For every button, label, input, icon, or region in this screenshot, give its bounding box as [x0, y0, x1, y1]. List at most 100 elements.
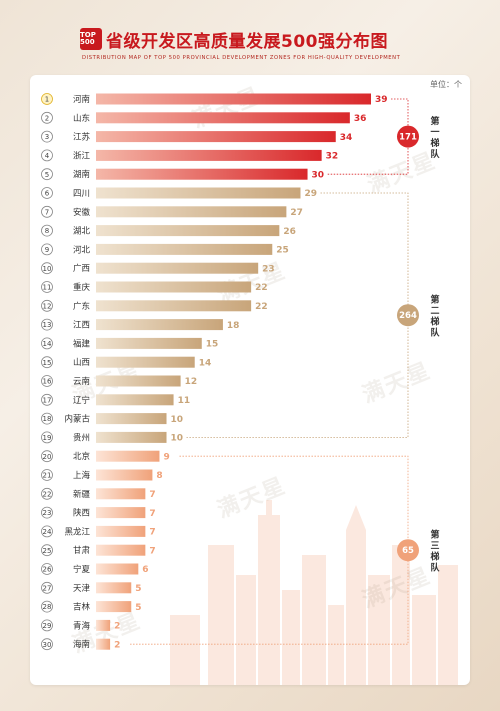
rank-label: 6 — [45, 190, 50, 198]
value-label: 25 — [276, 246, 289, 256]
bar — [96, 582, 132, 594]
value-label: 7 — [149, 528, 155, 538]
rank-badge — [41, 393, 53, 406]
bar — [96, 187, 301, 199]
tier-label-char: 梯 — [430, 551, 439, 563]
rank-label: 26 — [43, 566, 52, 574]
rank-badge — [41, 243, 53, 256]
value-label: 29 — [304, 189, 317, 199]
value-label: 5 — [135, 603, 141, 613]
rank-badge — [41, 412, 53, 425]
bar — [96, 243, 273, 255]
bar — [96, 262, 259, 274]
value-label: 14 — [199, 358, 212, 368]
rank-label: 29 — [43, 622, 52, 630]
tier-label-char: 一 — [430, 128, 439, 138]
bar — [96, 525, 146, 537]
tier-total-label: 264 — [399, 311, 417, 321]
value-label: 22 — [255, 302, 268, 312]
province-label: 内蒙古 — [64, 414, 90, 425]
value-label: 2 — [114, 640, 120, 650]
tier-label-char: 梯 — [430, 137, 439, 149]
province-label: 四川 — [73, 189, 90, 199]
value-label: 11 — [178, 396, 191, 406]
bar — [96, 431, 167, 443]
value-label: 6 — [142, 565, 148, 575]
value-label: 2 — [114, 622, 120, 632]
rank-label: 14 — [43, 340, 52, 348]
province-label: 贵州 — [73, 432, 90, 443]
rank-badge — [41, 93, 53, 105]
rank-badge — [41, 356, 53, 369]
bar — [96, 356, 195, 368]
province-label: 安徽 — [73, 207, 91, 218]
header: TOP 500 省级开发区高质量发展500强分布图 DISTRIBUTION M… — [0, 22, 500, 66]
province-label: 河南 — [73, 94, 90, 105]
rank-label: 13 — [43, 321, 52, 329]
tier-label-char: 三 — [430, 541, 439, 552]
value-label: 39 — [375, 95, 388, 105]
bar — [96, 450, 160, 462]
province-label: 江苏 — [73, 132, 91, 143]
rank-badge — [41, 563, 53, 575]
unit-label: 单位：个 — [430, 80, 462, 89]
tier-total-label: 171 — [399, 133, 417, 143]
province-label: 浙江 — [73, 150, 91, 161]
bar — [96, 619, 111, 631]
chart-card: 满天星 满天星 满天星 满天星 满天星 满天星 满天星 满天星 单位：个 1河南… — [30, 75, 470, 685]
province-label: 重庆 — [73, 282, 91, 293]
value-label: 26 — [283, 227, 296, 237]
province-label: 湖南 — [73, 169, 90, 180]
rank-badge — [41, 281, 53, 293]
bar — [96, 149, 322, 161]
province-label: 江西 — [73, 321, 90, 331]
province-label: 青海 — [73, 620, 91, 631]
rank-label: 27 — [43, 584, 52, 592]
page-subtitle: DISTRIBUTION MAP OF TOP 500 PROVINCIAL D… — [82, 55, 401, 61]
rank-badge — [41, 487, 53, 500]
bar — [96, 394, 174, 406]
bar — [96, 563, 139, 575]
value-label: 34 — [340, 133, 353, 143]
rank-badge — [41, 619, 53, 632]
rank-label: 10 — [43, 265, 52, 273]
rank-badge — [41, 168, 53, 181]
value-label: 7 — [149, 546, 155, 556]
province-label: 黑龙江 — [64, 526, 90, 537]
rank-label: 16 — [43, 378, 52, 386]
rank-label: 15 — [43, 359, 52, 367]
rank-label: 23 — [43, 509, 52, 517]
bar — [96, 507, 146, 519]
bar — [96, 544, 146, 556]
tier-label-char: 队 — [430, 327, 440, 339]
rank-badge — [41, 205, 53, 218]
bar — [96, 413, 167, 425]
rank-label: 22 — [43, 490, 52, 498]
value-label: 30 — [312, 170, 325, 180]
rank-badge — [41, 544, 53, 557]
value-label: 5 — [135, 584, 141, 594]
tier-label-char: 第 — [430, 294, 439, 306]
value-label: 22 — [255, 283, 268, 293]
tier-label-char: 梯 — [430, 316, 439, 328]
province-label: 福建 — [73, 338, 91, 349]
province-label: 陕西 — [73, 508, 90, 519]
tier-bracket — [130, 455, 409, 645]
rank-badge — [41, 262, 53, 275]
value-label: 12 — [185, 377, 198, 387]
value-label: 18 — [227, 321, 240, 331]
tier-label-char: 二 — [430, 307, 439, 317]
province-label: 山西 — [73, 357, 90, 368]
rank-badge — [41, 638, 53, 651]
rank-label: 2 — [45, 114, 49, 122]
value-label: 27 — [290, 208, 303, 218]
rank-badge — [41, 111, 53, 124]
bar — [96, 375, 181, 387]
rank-badge — [41, 375, 53, 387]
rank-badge — [41, 149, 53, 162]
province-label: 宁夏 — [73, 564, 91, 575]
rank-badge — [41, 581, 53, 594]
rank-badge — [41, 506, 53, 519]
bar — [96, 168, 308, 180]
value-label: 10 — [171, 415, 184, 425]
